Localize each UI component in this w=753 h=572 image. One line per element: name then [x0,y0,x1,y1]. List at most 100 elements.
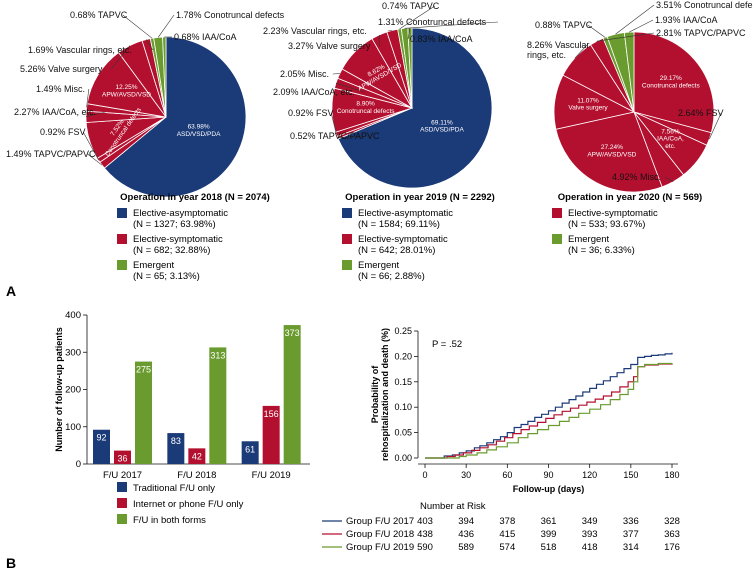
km-curve [425,363,673,459]
bar-value-label: 83 [171,436,181,446]
y-axis-label: Probability ofrehospitalization and deat… [370,328,390,461]
y-tick-label: 0.15 [394,377,412,387]
pie-slice-label: 69.11% ASD/VSD/PDA [420,119,464,133]
leader-line [407,27,411,40]
legend-detail: (N = 66; 2.88%) [358,271,425,282]
legend-swatch [117,260,127,270]
leader-line [157,14,175,38]
legend-swatch [117,514,127,524]
x-tick-label: F/U 2019 [252,470,291,481]
x-tick-label: 120 [582,470,597,480]
pie-slice-label: 2.05% Misc. [280,69,329,79]
bar [135,361,152,464]
risk-count: 394 [458,516,474,527]
p-value-annotation: P = .52 [432,339,462,350]
pie-slice-label: 11.07% Valve surgery [568,97,608,111]
pie-slice-label: 63.98% ASD/VSD/PDA [177,124,221,138]
x-axis-label: Follow-up (days) [513,484,585,494]
legend-detail: (N = 36; 6.33%) [568,245,635,256]
y-tick-label: 0.00 [394,453,412,463]
pie-slice-label: 8.90% Conotruncal defects [337,101,396,115]
pie-slice-label: 2.23% Vascular rings, etc. [263,26,367,36]
legend-swatch [117,482,127,492]
risk-count: 378 [499,516,515,527]
pie-slice-label: 0.92% FSV [288,108,334,118]
x-tick-label: F/U 2018 [177,470,216,481]
pie-slice-label: 1.49% TAPVC/PAPVC [6,149,96,159]
leader-line [596,32,655,42]
km-curve [425,362,673,459]
pie-slice [103,36,247,198]
x-tick-label: 60 [502,470,512,480]
x-tick-label: 180 [664,470,679,480]
pie-slice-label: 3.51% Conotruncal defects [656,0,753,10]
legend-label: Elective-symptomatic [358,234,448,245]
risk-count: 328 [664,516,680,527]
bar-value-label: 156 [264,409,279,419]
x-tick-label: 0 [422,470,427,480]
risk-count: 361 [541,516,557,527]
legend-detail: (N = 65; 3.13%) [133,271,200,282]
risk-count: 377 [623,529,639,540]
leader-line [85,111,106,118]
risk-row-label: Group F/U 2018 [346,529,414,540]
bar-value-label: 313 [210,350,225,360]
pie-slice-label: 3.27% Valve surgery [288,41,371,51]
legend-label: Emergent [358,260,400,271]
x-tick-label: F/U 2017 [103,470,142,481]
pie-title: Operation in year 2018 (N = 2074) [120,192,270,203]
pie-slice-label: 0.83% IAA/CoA [410,34,473,44]
leader-line [404,21,499,29]
pie-slice-label: 0.52% TAPVC/PAPVC [290,131,380,141]
bar-value-label: 275 [136,365,151,375]
pie-slice-label: 0.92% FSV [40,127,86,137]
leader-line [615,4,655,35]
bar-value-label: 36 [117,454,127,464]
legend-label: Traditional F/U only [133,483,215,494]
risk-count: 574 [499,542,515,553]
pie-slice-label: 1.31% Conotruncal defects [378,17,487,27]
legend-label: F/U in both forms [133,515,206,526]
risk-count: 589 [458,542,474,553]
legend-label: Internet or phone F/U only [133,499,244,510]
risk-count: 518 [541,542,557,553]
legend-swatch [342,260,352,270]
pie-slice [555,111,663,193]
risk-count: 314 [623,542,639,553]
leader-line [122,14,153,39]
risk-table-title: Number at Risk [420,501,486,512]
legend-swatch [117,498,127,508]
legend-swatch [342,234,352,244]
bar-value-label: 42 [192,451,202,461]
pie-slice-label: 7.56% IAA/CoA, etc. [657,128,684,149]
pie-slice-label: 0.68% IAA/CoA [174,32,237,42]
x-tick-label: 90 [543,470,553,480]
pie-slice-label: 27.24% APW/AVSD/VSD [587,144,636,158]
leader-line [110,45,131,70]
pie-chart-3: 29.17% Conotruncal defects 2.64% FSV 7.56% I… [527,0,753,256]
pie-slice [623,31,635,113]
legend-label: Elective-symptomatic [133,234,223,245]
pie-chart-1: 63.98% ASD/VSD/PDA 1.49% TAPVC/PAPVC 0.92% … [6,10,285,282]
pie-slice-label: 1.49% Misc. [36,84,85,94]
bar [209,347,227,464]
legend-detail: (N = 682; 32.88%) [133,245,210,256]
legend-swatch [552,208,562,218]
risk-count: 403 [417,516,433,527]
pie-slice-label: 0.88% TAPVC [535,20,593,30]
legend-swatch [552,234,562,244]
bar [262,405,280,464]
bar [283,325,301,464]
bar [93,429,110,464]
risk-row-label: Group F/U 2019 [346,542,414,553]
risk-count: 336 [623,516,639,527]
y-tick-label: 0.10 [394,402,412,412]
y-tick-label: 100 [65,422,81,433]
bar [114,450,131,464]
pie-slice-label: 4.92% Misc. [612,172,661,182]
leader-line [82,131,99,161]
pie-slice-label: 1.93% IAA/CoA [655,15,718,25]
risk-count: 415 [499,529,515,540]
